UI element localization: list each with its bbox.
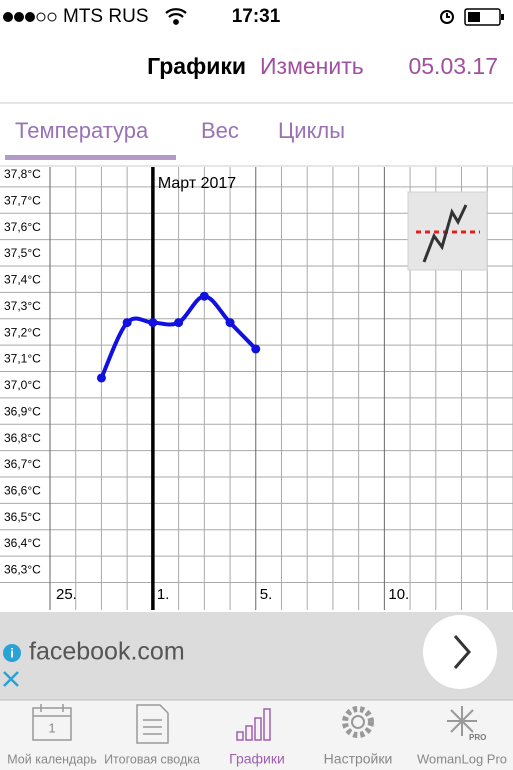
y-tick-label: 37,8°C: [4, 167, 41, 181]
settings-icon[interactable]: [342, 706, 374, 738]
header-date[interactable]: 05.03.17: [408, 53, 498, 79]
chart-annotation: Март 2017: [158, 175, 236, 192]
y-tick-label: 37,6°C: [4, 220, 41, 234]
y-tick-label: 37,2°C: [4, 325, 41, 339]
tab[interactable]: Температура: [15, 118, 149, 143]
battery: [464, 8, 504, 26]
pro-badge: PRO: [469, 733, 486, 742]
y-tick-label: 37,7°C: [4, 193, 41, 207]
edit-button[interactable]: Изменить: [260, 53, 364, 79]
data-point: [174, 318, 184, 328]
tab-label[interactable]: Графики: [229, 751, 285, 767]
data-point: [225, 318, 235, 328]
data-point: [251, 344, 261, 354]
y-tick-label: 36,3°C: [4, 563, 41, 577]
x-tick-label: 25.: [56, 586, 77, 603]
alarm-icon: [440, 10, 454, 24]
tab-label[interactable]: Настройки: [324, 751, 393, 767]
calendar-day: 1: [48, 720, 55, 735]
pro-icon[interactable]: [447, 706, 477, 736]
tab-label[interactable]: Итоговая сводка: [104, 752, 200, 766]
charts-icon[interactable]: [236, 708, 271, 741]
data-point: [96, 373, 106, 383]
y-tick-label: 36,9°C: [4, 404, 41, 418]
calendar-icon[interactable]: [32, 704, 72, 741]
data-point: [148, 318, 158, 328]
x-tick-label: 10.: [388, 586, 409, 603]
y-tick-label: 36,4°C: [4, 536, 41, 550]
y-tick-label: 37,1°C: [4, 352, 41, 366]
tab-label[interactable]: WomanLog Pro: [417, 751, 507, 766]
carrier: MTS RUS: [63, 6, 149, 27]
y-tick-label: 37,0°C: [4, 378, 41, 392]
tab[interactable]: Циклы: [278, 118, 345, 143]
y-tick-label: 37,5°C: [4, 246, 41, 260]
y-tick-label: 37,4°C: [4, 273, 41, 287]
ad-close[interactable]: [3, 671, 19, 687]
wifi-icon: [165, 8, 187, 25]
ad-next[interactable]: [423, 615, 497, 689]
ad-info-glyph: i: [10, 645, 14, 660]
summary-icon[interactable]: [136, 704, 169, 744]
tab[interactable]: Вес: [201, 118, 239, 143]
data-point: [122, 318, 132, 328]
data-point: [199, 291, 209, 301]
ad-info-icon[interactable]: [3, 644, 21, 662]
tab-bar: [0, 700, 513, 770]
chart-style-button[interactable]: [407, 191, 488, 271]
y-tick-label: 36,8°C: [4, 431, 41, 445]
y-tick-label: 36,5°C: [4, 510, 41, 524]
y-tick-label: 36,7°C: [4, 457, 41, 471]
header-title: Графики: [147, 53, 246, 79]
ad-next-arrow: [453, 635, 471, 669]
y-tick-label: 37,3°C: [4, 299, 41, 313]
y-tick-label: 36,6°C: [4, 484, 41, 498]
signal: [3, 12, 57, 22]
ad-text[interactable]: facebook.com: [29, 638, 185, 666]
tab-label[interactable]: Мой календарь: [7, 752, 97, 766]
x-tick-label: 1.: [157, 586, 170, 603]
time: 17:31: [232, 6, 281, 27]
tab-underline: [5, 155, 176, 160]
x-tick-label: 5.: [260, 586, 273, 603]
chart: 36,3°C 36,4°C 36,5°C 36,6°C 36,7°C 36,8°C 36,9…: [0, 167, 513, 610]
